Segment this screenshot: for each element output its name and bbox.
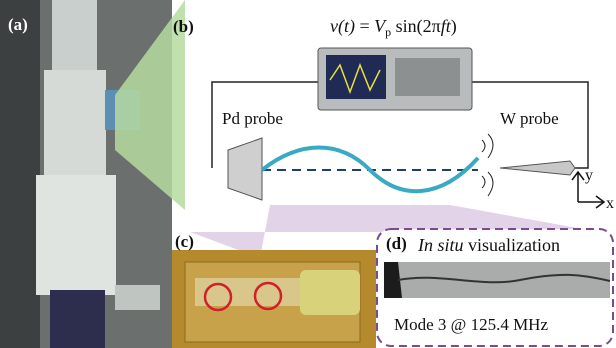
w-probe (500, 161, 575, 175)
tem-image (384, 262, 610, 298)
figure: (a) (b) v(t) = Vp sin(2πft) Pd probe W p… (0, 0, 616, 348)
panel-label: (d) (386, 234, 407, 253)
function-generator (318, 48, 472, 110)
probe-label: Pd probe (222, 109, 283, 128)
signal-arcs (482, 134, 493, 196)
axis-label: x (606, 195, 614, 212)
panel-label: (c) (175, 232, 194, 251)
pd-probe (228, 138, 262, 200)
caption: Mode 3 @ 125.4 MHz (394, 315, 548, 334)
equation: v(t) = Vp sin(2πft) (330, 16, 457, 39)
panel-label: (b) (173, 17, 194, 36)
panel-title: In situ visualization (417, 235, 560, 255)
probe-label: W probe (500, 109, 559, 128)
axis-label: y (585, 167, 593, 184)
device-photo (172, 250, 376, 348)
panel-label: (a) (8, 15, 28, 34)
